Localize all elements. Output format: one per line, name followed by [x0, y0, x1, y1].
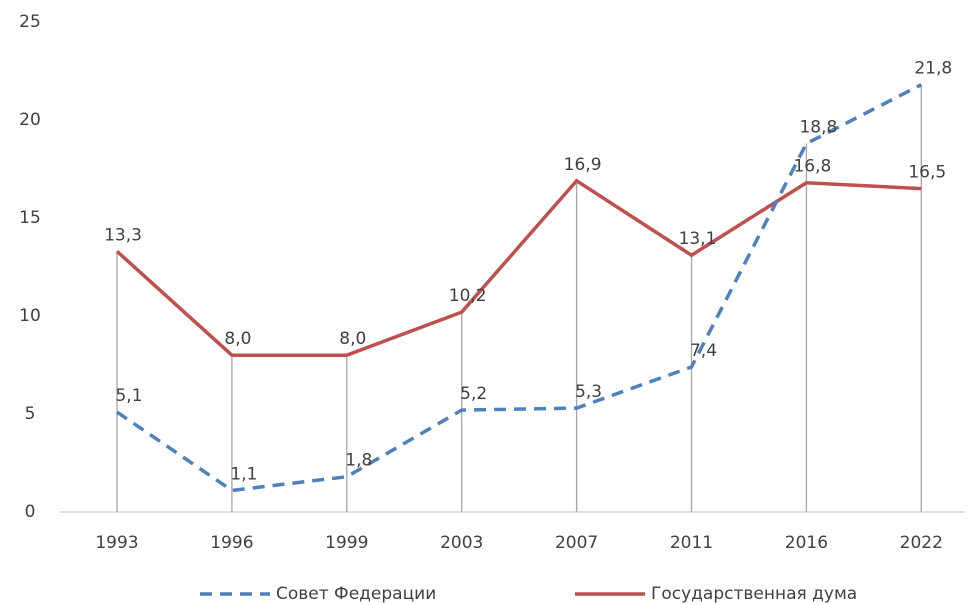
x-tick-label: 1996 [210, 533, 253, 553]
y-tick-label: 15 [19, 208, 41, 228]
data-label: 13,1 [679, 229, 717, 249]
y-tick-label: 5 [25, 404, 36, 424]
x-tick-label: 2022 [900, 533, 943, 553]
data-label: 10,2 [449, 286, 487, 306]
data-label: 16,9 [564, 155, 602, 175]
data-label: 13,3 [104, 225, 142, 245]
data-label: 16,5 [908, 163, 946, 183]
data-label: 16,8 [793, 157, 831, 177]
x-tick-label: 1993 [95, 533, 138, 553]
legend-label: Совет Федерации [276, 584, 436, 604]
x-tick-label: 2016 [785, 533, 828, 553]
data-label: 8,0 [224, 329, 251, 349]
data-label: 5,2 [460, 384, 487, 404]
series-line [116, 83, 923, 493]
x-tick-label: 1999 [325, 533, 368, 553]
x-tick-label: 2011 [670, 533, 713, 553]
y-tick-label: 0 [25, 502, 36, 522]
series-line [115, 178, 922, 357]
data-label: 5,1 [115, 386, 142, 406]
data-label: 1,1 [230, 464, 257, 484]
data-label: 18,8 [799, 118, 837, 138]
x-tick-label: 2003 [440, 533, 483, 553]
data-label: 7,4 [690, 341, 717, 361]
data-label: 21,8 [914, 59, 952, 79]
x-tick-label: 2007 [555, 533, 598, 553]
y-tick-label: 25 [19, 12, 41, 32]
y-tick-label: 20 [19, 110, 41, 130]
data-label: 5,3 [575, 382, 602, 402]
y-tick-label: 10 [19, 306, 41, 326]
data-label: 1,8 [345, 451, 372, 471]
legend-label: Государственная дума [651, 584, 857, 604]
data-label: 8,0 [339, 329, 366, 349]
